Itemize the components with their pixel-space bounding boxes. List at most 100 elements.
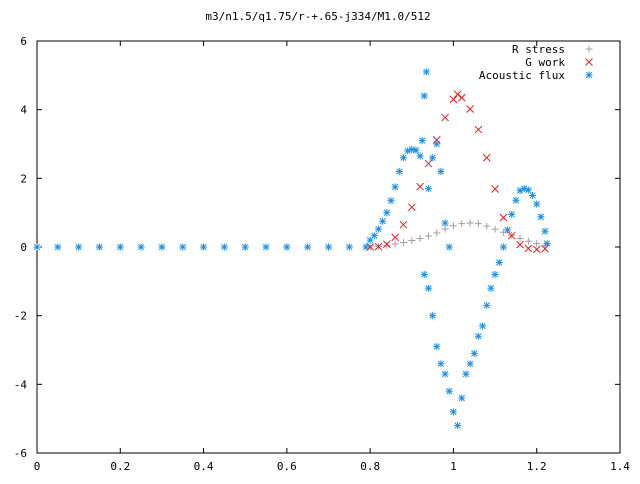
- x-tick-label: 0.4: [194, 460, 214, 473]
- data-point: [499, 243, 507, 251]
- data-point: [466, 219, 474, 227]
- data-point: [433, 140, 441, 148]
- data-point: [453, 90, 462, 99]
- data-point: [362, 243, 370, 251]
- data-point: [374, 225, 382, 233]
- y-tick-label: 2: [20, 172, 27, 185]
- data-point: [437, 360, 445, 368]
- x-tick-label: 1.4: [610, 460, 630, 473]
- data-point: [482, 153, 491, 162]
- data-point: [437, 167, 445, 175]
- data-point: [504, 226, 512, 234]
- data-point: [137, 243, 145, 251]
- data-point: [424, 284, 432, 292]
- data-point: [445, 243, 453, 251]
- data-point: [424, 159, 433, 168]
- data-point: [420, 92, 428, 100]
- data-point: [399, 220, 408, 229]
- y-tick-label: -4: [14, 378, 28, 391]
- data-point: [33, 243, 41, 251]
- data-point: [395, 167, 403, 175]
- data-point: [441, 219, 449, 227]
- data-point: [495, 258, 503, 266]
- data-point: [391, 233, 399, 242]
- y-tick-label: 0: [20, 241, 27, 254]
- data-point: [158, 243, 166, 251]
- data-point: [399, 239, 407, 247]
- data-point: [179, 243, 187, 251]
- data-point: [304, 243, 312, 251]
- series-g-work: [366, 90, 549, 254]
- legend-label: R stress: [512, 43, 565, 56]
- data-point: [466, 105, 474, 113]
- data-point: [54, 243, 62, 251]
- legend-label: Acoustic flux: [479, 69, 565, 82]
- data-point: [424, 185, 432, 193]
- y-tick-label: 6: [20, 35, 27, 48]
- data-point: [433, 229, 441, 237]
- data-point: [449, 408, 457, 416]
- data-point: [543, 240, 551, 248]
- y-tick-label: 4: [20, 104, 27, 117]
- data-point: [416, 234, 424, 242]
- data-point: [382, 240, 391, 249]
- data-point: [116, 243, 124, 251]
- data-point: [379, 217, 387, 225]
- data-point: [487, 284, 495, 292]
- series-r-stress: [33, 219, 549, 251]
- data-point: [524, 186, 532, 194]
- x-tick-label: 0: [34, 460, 41, 473]
- data-point: [408, 145, 416, 153]
- data-point: [241, 243, 249, 251]
- data-point: [200, 243, 208, 251]
- data-point: [474, 332, 482, 340]
- data-point: [516, 240, 524, 249]
- data-point: [491, 270, 499, 278]
- data-point: [458, 220, 466, 228]
- data-point: [537, 213, 545, 221]
- data-point: [532, 245, 541, 254]
- data-point: [422, 68, 430, 76]
- x-tick-label: 1: [450, 460, 457, 473]
- data-point: [387, 197, 395, 205]
- data-point: [524, 244, 533, 253]
- data-point: [445, 387, 453, 395]
- data-point: [418, 137, 426, 145]
- data-point: [429, 312, 437, 320]
- data-point: [416, 182, 424, 191]
- y-axis: -6 -4 -2 0 2 4 6: [14, 35, 620, 460]
- data-point: [491, 185, 499, 193]
- legend-marker: [585, 58, 593, 66]
- data-point: [441, 113, 449, 122]
- data-point: [262, 243, 270, 251]
- data-point: [470, 349, 478, 357]
- data-point: [529, 192, 537, 199]
- data-point: [345, 243, 353, 251]
- data-point: [466, 360, 474, 368]
- data-point: [383, 241, 391, 249]
- data-point: [220, 243, 228, 251]
- chart-title: m3/n1.5/q1.75/r-+.65-j334/M1.0/512: [205, 10, 430, 23]
- data-point: [533, 200, 541, 208]
- series-acoustic-flux: [33, 68, 551, 430]
- data-point: [483, 222, 491, 230]
- data-point: [454, 422, 462, 430]
- x-tick-label: 0.6: [277, 460, 297, 473]
- data-point: [391, 240, 399, 248]
- data-point: [433, 343, 441, 351]
- data-point: [474, 125, 483, 134]
- data-point: [462, 370, 470, 378]
- data-point: [449, 222, 457, 230]
- data-point: [383, 209, 391, 217]
- data-point: [325, 243, 332, 251]
- data-point: [407, 203, 416, 212]
- data-point: [516, 234, 524, 242]
- y-tick-label: -6: [14, 447, 27, 460]
- data-point: [441, 370, 449, 378]
- data-point: [412, 146, 420, 154]
- x-axis: 0 0.2 0.4 0.6 0.8 1 1.2 1.4: [34, 41, 630, 473]
- legend-marker: [585, 71, 593, 79]
- data-point: [441, 225, 449, 233]
